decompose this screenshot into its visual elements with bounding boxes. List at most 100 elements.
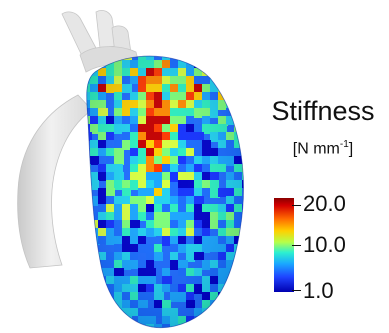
stiffness-patch [250, 260, 260, 268]
stiffness-patch [98, 300, 108, 308]
stiffness-patch [98, 324, 106, 328]
aneurysm-stiffness-map [86, 44, 260, 328]
stiffness-patch [250, 228, 260, 238]
stiffness-patch [250, 268, 258, 277]
stiffness-patch [86, 316, 91, 324]
stiffness-patch [250, 196, 260, 205]
stiffness-patch [234, 300, 244, 310]
stiffness-patch [98, 316, 108, 326]
stiffness-patch [242, 60, 244, 69]
stiffness-patch [250, 276, 260, 286]
stiffness-patch [98, 284, 107, 292]
stiffness-patch [250, 116, 258, 124]
stiffness-patch [250, 180, 258, 188]
stiffness-patch [242, 212, 244, 222]
stiffness-patch [242, 324, 244, 328]
stiffness-patch [234, 276, 243, 286]
legend-title: Stiffness [271, 96, 375, 126]
stiffness-patch [210, 308, 220, 317]
stiffness-patch [250, 204, 260, 214]
colorbar-label-mid: 10.0 [303, 232, 346, 257]
stiffness-patch [226, 76, 234, 84]
stiffness-patch [242, 276, 244, 284]
stiffness-patch [154, 44, 164, 53]
unit-exponent: -1 [339, 139, 349, 150]
stiffness-patch [250, 220, 260, 228]
stiffness-patch [250, 164, 259, 172]
stiffness-patch [218, 56, 227, 61]
legend-unit: [N mm-1] [263, 139, 383, 158]
stiffness-patch [234, 84, 243, 94]
stiffness-patch [242, 316, 244, 324]
stiffness-patch [242, 308, 244, 318]
stiffness-patch [90, 316, 98, 325]
stiffness-patch [226, 56, 236, 61]
stiffness-patch [194, 44, 203, 54]
stiffness-patch [106, 308, 116, 316]
stiffness-patch [242, 164, 244, 172]
stiffness-patch [234, 60, 244, 70]
stiffness-patch [234, 100, 242, 110]
stiffness-patch [242, 260, 244, 268]
stiffness-patch [202, 324, 211, 328]
stiffness-patch [242, 156, 244, 164]
stiffness-patch [186, 44, 194, 52]
stiffness-patch [86, 308, 92, 318]
stiffness-patch [210, 316, 220, 324]
stiffness-patch [86, 204, 92, 214]
stiffness-patch [234, 44, 243, 53]
stiffness-patch [242, 284, 244, 292]
stiffness-patch [250, 156, 259, 164]
stiffness-patch [226, 300, 236, 309]
stiffness-patch [218, 300, 228, 308]
stiffness-patch [86, 252, 90, 260]
stiffness-patch [210, 56, 218, 60]
stiffness-patch [218, 308, 227, 318]
stiffness-patch [242, 92, 244, 100]
stiffness-patch [146, 44, 154, 53]
stiffness-patch [234, 116, 244, 125]
stiffness-patch [90, 308, 98, 317]
stiffness-patch [226, 92, 234, 102]
stiffness-patch [86, 228, 90, 236]
stiffness-patch [86, 196, 90, 204]
stiffness-patch [114, 324, 122, 328]
colorbar-tick-low [292, 290, 301, 291]
stiffness-patch [170, 44, 178, 53]
stiffness-patch [194, 56, 204, 62]
stiffness-patch [106, 316, 116, 324]
stiffness-patch [250, 316, 259, 326]
stiffness-patch [178, 56, 187, 61]
stiffness-patch [210, 60, 218, 70]
colorbar-tick-mid [292, 245, 301, 246]
stiffness-patch [210, 324, 218, 328]
stiffness-patch [86, 244, 92, 254]
stiffness-patch [242, 116, 244, 126]
stiffness-patch [250, 172, 258, 181]
stiffness-patch [242, 148, 244, 156]
stiffness-patch [138, 44, 146, 52]
stiffness-patch [250, 308, 260, 318]
stiffness-patch [242, 292, 244, 301]
stiffness-patch [250, 68, 258, 77]
stiffness-patch [202, 44, 211, 53]
stiffness-patch [162, 44, 172, 52]
stiffness-patch [242, 124, 244, 132]
stiffness-patch [90, 260, 100, 268]
stiffness-patch [218, 76, 226, 86]
stiffness-patch [86, 300, 90, 310]
stiffness-patch [242, 244, 244, 254]
stiffness-patch [234, 92, 243, 101]
stiffness-patch [202, 56, 211, 60]
stiffness-patch [242, 268, 244, 277]
vessel-branches [17, 10, 141, 269]
stiffness-patch [202, 60, 211, 68]
stiffness-patch [122, 324, 130, 328]
stiffness-patch [250, 244, 259, 253]
stiffness-patch [226, 316, 236, 325]
stiffness-patch [218, 60, 227, 68]
stiffness-patch [210, 68, 218, 77]
stiffness-patch [234, 308, 243, 316]
stiffness-patch [242, 220, 244, 229]
stiffness-patch [86, 284, 92, 293]
